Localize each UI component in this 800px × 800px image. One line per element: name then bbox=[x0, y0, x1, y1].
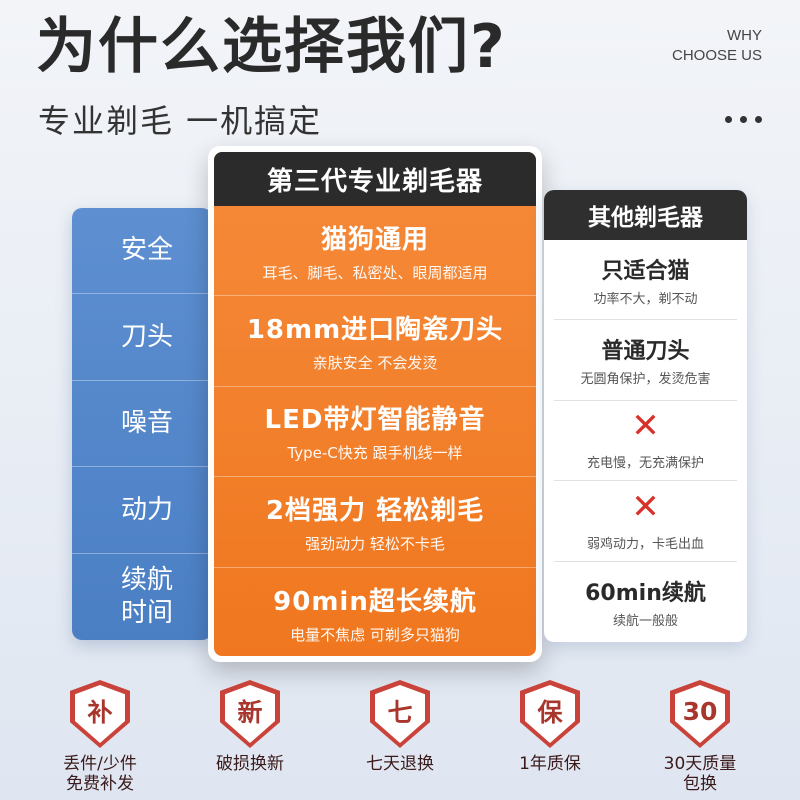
our-feature-row: 2档强力 轻松剃毛 强劲动力 轻松不卡毛 bbox=[214, 477, 536, 568]
other-feature-sub: 功率不大，剃不动 bbox=[593, 291, 698, 307]
our-product-heading: 第三代专业剃毛器 bbox=[214, 152, 536, 206]
feature-label: 安全 bbox=[72, 208, 212, 295]
other-feature-sub: 充电慢，无充满保护 bbox=[586, 456, 704, 472]
our-feature-sub: 亲肤安全 不会发烫 bbox=[312, 354, 438, 373]
other-feature-sub: 续航一般般 bbox=[612, 613, 678, 629]
our-feature-row: LED带灯智能静音 Type-C快充 跟手机线一样 bbox=[214, 387, 536, 478]
badge-warranty: 保 1年质保 bbox=[480, 680, 620, 795]
our-feature-main: 18mm进口陶瓷刀头 bbox=[246, 315, 504, 346]
other-feature-row: 普通刀头 无圆角保护，发烫危害 bbox=[554, 320, 737, 401]
badge-seven-day: 七 七天退换 bbox=[330, 680, 470, 795]
shield-icon: 补 bbox=[70, 680, 130, 748]
shield-icon: 新 bbox=[220, 680, 280, 748]
service-badges: 补 丢件/少件 免费补发 新 破损换新 七 七天退换 保 1年质保 30 30天… bbox=[30, 680, 770, 795]
more-dots-icon bbox=[725, 116, 762, 123]
our-feature-sub: 电量不焦虑 可剃多只猫狗 bbox=[290, 625, 460, 644]
feature-label: 续航时间 bbox=[120, 565, 173, 628]
feature-label: 噪音 bbox=[72, 381, 212, 468]
our-feature-main: 猫狗通用 bbox=[320, 224, 429, 255]
cross-icon: ✕ bbox=[631, 406, 660, 447]
badge-replacement: 补 丢件/少件 免费补发 bbox=[30, 680, 170, 795]
choose-us-line: CHOOSE US bbox=[671, 47, 762, 65]
badge-label: 1年质保 bbox=[519, 754, 581, 774]
feature-label: 动力 bbox=[72, 467, 212, 554]
page-subtitle: 专业剃毛 一机搞定 bbox=[38, 102, 323, 140]
cross-icon: ✕ bbox=[631, 486, 660, 527]
our-feature-main: 2档强力 轻松剃毛 bbox=[265, 495, 485, 526]
badge-label: 30天质量 包换 bbox=[663, 754, 737, 795]
page-title: 为什么选择我们? bbox=[36, 12, 507, 82]
other-feature-sub: 弱鸡动力，卡毛出血 bbox=[586, 536, 704, 552]
other-feature-sub: 无圆角保护，发烫危害 bbox=[580, 372, 711, 388]
our-feature-row: 90min超长续航 电量不焦虑 可剃多只猫狗 bbox=[214, 568, 536, 656]
badge-label: 丢件/少件 免费补发 bbox=[63, 754, 137, 795]
shield-icon: 保 bbox=[520, 680, 580, 748]
our-feature-sub: Type-C快充 跟手机线一样 bbox=[287, 444, 463, 463]
other-feature-main: 普通刀头 bbox=[601, 339, 690, 365]
why-choose-us: WHY CHOOSE US bbox=[672, 26, 762, 67]
feature-label-column: 安全 刀头 噪音 动力 续航时间 bbox=[72, 208, 212, 640]
our-feature-sub: 耳毛、脚毛、私密处、眼周都适用 bbox=[262, 263, 488, 282]
badge-label: 破损换新 bbox=[216, 754, 284, 774]
shield-icon: 七 bbox=[370, 680, 430, 748]
other-feature-row: 60min续航 续航一般般 bbox=[554, 562, 737, 642]
our-product-column: 第三代专业剃毛器 猫狗通用 耳毛、脚毛、私密处、眼周都适用 18mm进口陶瓷刀头… bbox=[208, 146, 542, 662]
shield-icon: 30 bbox=[670, 680, 730, 748]
badge-damage-new: 新 破损换新 bbox=[180, 680, 320, 795]
badge-label: 七天退换 bbox=[366, 754, 434, 774]
our-feature-row: 18mm进口陶瓷刀头 亲肤安全 不会发烫 bbox=[214, 296, 536, 387]
badge-thirty-day: 30 30天质量 包换 bbox=[630, 680, 770, 795]
other-feature-main: 只适合猫 bbox=[601, 258, 690, 284]
other-feature-row: 只适合猫 功率不大，剃不动 bbox=[554, 240, 737, 321]
other-feature-row: ✕ 充电慢，无充满保护 bbox=[554, 401, 737, 482]
other-products-column: 其他剃毛器 只适合猫 功率不大，剃不动 普通刀头 无圆角保护，发烫危害 ✕ 充电… bbox=[544, 190, 747, 642]
other-products-heading: 其他剃毛器 bbox=[544, 190, 747, 240]
our-feature-main: 90min超长续航 bbox=[273, 586, 477, 617]
our-feature-sub: 强劲动力 轻松不卡毛 bbox=[305, 534, 445, 553]
our-feature-row: 猫狗通用 耳毛、脚毛、私密处、眼周都适用 bbox=[214, 206, 536, 297]
other-feature-row: ✕ 弱鸡动力，卡毛出血 bbox=[554, 481, 737, 562]
our-feature-main: LED带灯智能静音 bbox=[264, 405, 486, 436]
feature-label: 刀头 bbox=[72, 294, 212, 381]
other-feature-main: 60min续航 bbox=[585, 580, 706, 606]
why-line: WHY bbox=[727, 27, 762, 44]
